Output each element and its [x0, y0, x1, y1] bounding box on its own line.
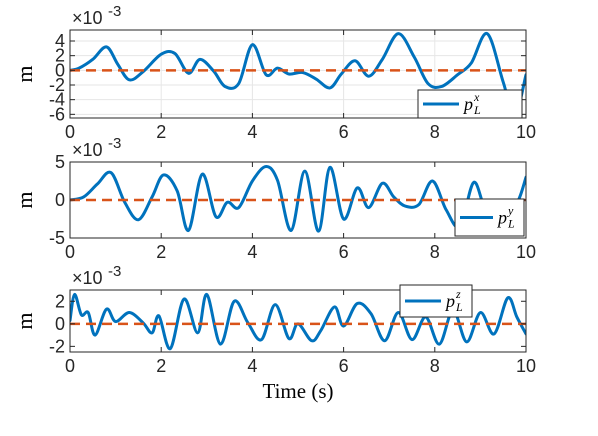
x-tick-label: 10	[516, 242, 536, 262]
y-tick-label: 5	[55, 152, 65, 172]
y-tick-label: -6	[49, 104, 65, 124]
x-tick-label: 10	[516, 356, 536, 376]
subplot-3: 0 2 4 6 8 10 -20 2 ×10 -3 m Time (s) p zL	[12, 263, 536, 403]
x-axis-label: Time (s)	[263, 379, 334, 403]
legend-label-sup: x	[473, 90, 480, 104]
axes-box	[69, 29, 527, 119]
legend-label-base: p	[462, 94, 473, 114]
y-tick-label: -5	[49, 228, 65, 248]
x-tick-label: 2	[156, 356, 166, 376]
y-tick-label: 0	[55, 190, 65, 210]
axis-multiplier-exponent: -3	[108, 135, 121, 152]
legend-label-base: p	[496, 208, 507, 228]
legend: p zL	[399, 284, 473, 318]
x-tick-label: 6	[339, 122, 349, 142]
y-tick-label: 2	[55, 291, 65, 311]
x-tick-label: 8	[430, 122, 440, 142]
legend: p yL	[454, 198, 525, 237]
x-tick-label: 6	[339, 242, 349, 262]
series-line-1	[70, 32, 526, 118]
x-tick-label: 4	[247, 356, 257, 376]
legend-label-sup: y	[507, 204, 514, 218]
x-tick-label: 4	[247, 122, 257, 142]
x-tick-label: 8	[430, 356, 440, 376]
x-tick-label: 10	[516, 122, 536, 142]
x-tick-label: 0	[65, 122, 75, 142]
legend: p xL	[417, 89, 523, 119]
axis-multiplier-exponent: -3	[108, 3, 121, 20]
legend-label-sup: z	[455, 287, 461, 301]
subplot-2: 0 2 4 6 8 10-505×10 -3mp yL	[12, 135, 536, 262]
axis-multiplier: ×10	[72, 8, 103, 28]
y-tick-label: -4	[49, 90, 65, 110]
legend-label-sub: L	[473, 103, 481, 117]
x-tick-label: 0	[65, 242, 75, 262]
y-tick-label: -2	[49, 336, 65, 356]
axis-multiplier-exponent: -3	[108, 263, 121, 280]
y-axis-label: m	[12, 312, 37, 329]
axes-box	[69, 289, 527, 353]
y-axis-label: m	[12, 65, 37, 82]
x-tick-label: 2	[156, 122, 166, 142]
y-tick-label: 0	[55, 60, 65, 80]
x-tick-label: 2	[156, 242, 166, 262]
y-axis-label: m	[12, 191, 37, 208]
legend-label-sub: L	[455, 300, 463, 314]
x-tick-label: 0	[65, 356, 75, 376]
y-tick-label: -2	[49, 75, 65, 95]
y-tick-label: 0	[55, 314, 65, 334]
x-tick-label: 6	[339, 356, 349, 376]
axis-multiplier: ×10	[72, 268, 103, 288]
x-tick-label: 4	[247, 242, 257, 262]
legend-label-sub: L	[507, 217, 515, 231]
y-tick-label: 4	[55, 31, 65, 51]
y-tick-label: 2	[55, 46, 65, 66]
legend-label-base: p	[444, 291, 455, 311]
x-tick-label: 8	[430, 242, 440, 262]
axis-multiplier: ×10	[72, 140, 103, 160]
series-line-1	[70, 293, 526, 351]
